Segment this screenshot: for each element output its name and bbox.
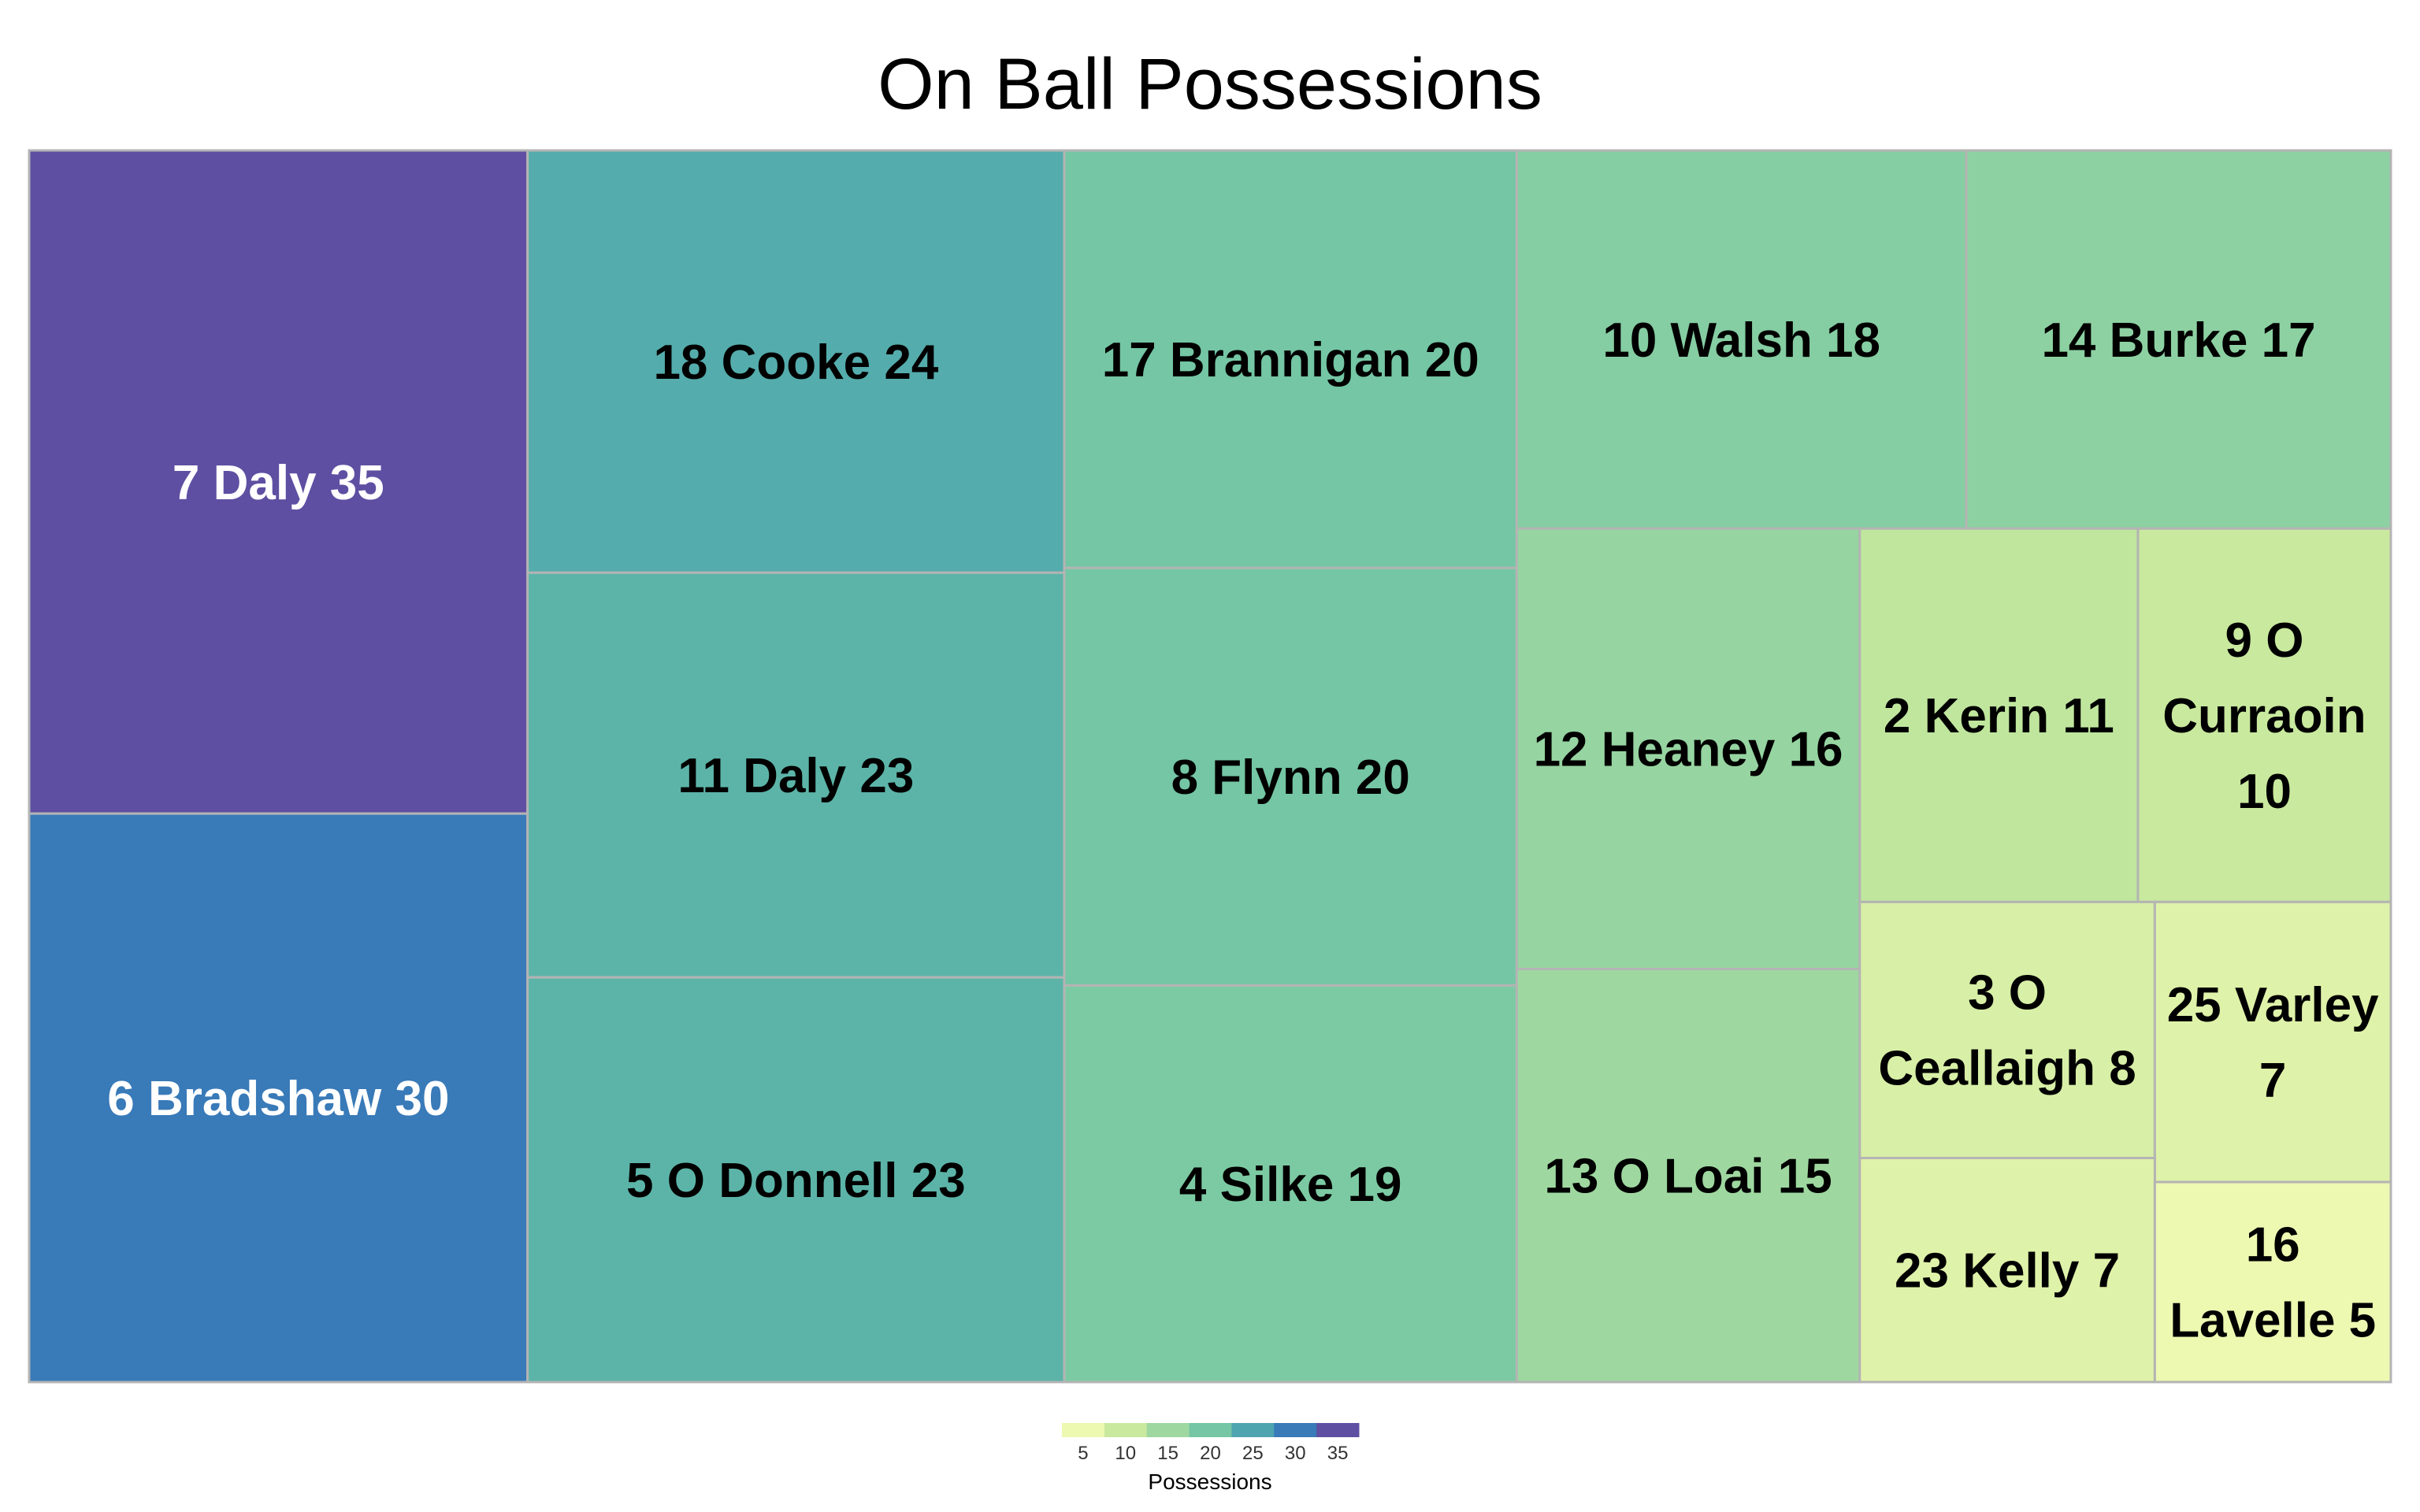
treemap-cell	[2153, 1180, 2392, 1384]
treemap-cell-label: 5 O Donnell 23	[626, 1154, 966, 1208]
treemap-cell-label: 4 Silke 19	[1179, 1158, 1402, 1212]
treemap-cell	[2153, 900, 2392, 1184]
treemap-cell-label: 11 Daly 23	[677, 749, 914, 803]
treemap-cell-label: 25 Varley 7	[2167, 978, 2379, 1108]
treemap-cell-label: 6 Bradshaw 30	[107, 1072, 449, 1126]
color-legend: Possessions 5 10 15 20 25 30 35	[1062, 1423, 1360, 1494]
treemap-cell	[28, 812, 529, 1384]
treemap-cell-label: 7 Daly 35	[173, 456, 384, 510]
treemap-cell-label: 18 Cooke 24	[653, 335, 938, 390]
legend-tick-label: 5	[1078, 1443, 1088, 1464]
treemap-cell	[28, 149, 529, 815]
legend-tick-label: 25	[1242, 1443, 1264, 1464]
treemap-cell	[526, 976, 1066, 1384]
treemap-cell	[526, 571, 1066, 979]
treemap-cell-label: 14 Burke 17	[2041, 313, 2315, 368]
legend-swatch	[1104, 1423, 1148, 1437]
treemap-cell	[1858, 527, 2140, 903]
treemap-cell	[2136, 527, 2392, 903]
legend-title: Possessions	[1148, 1469, 1271, 1494]
chart-title: On Ball Possessions	[878, 44, 1542, 124]
treemap-cell-label: 10 Walsh 18	[1602, 313, 1880, 368]
legend-swatch	[1189, 1423, 1232, 1437]
treemap-cell-label: 8 Flynn 20	[1171, 750, 1410, 805]
legend-swatch	[1146, 1423, 1190, 1437]
legend-tick-label: 15	[1157, 1443, 1178, 1464]
treemap-cell	[1515, 968, 1861, 1384]
treemap-cells: 7 Daly 35 6 Bradshaw 30 18 Cooke 24 11 Daly…	[28, 149, 2392, 1384]
legend-swatch	[1274, 1423, 1317, 1437]
treemap-cell-label: 9 O Curraoin 10	[2162, 613, 2366, 819]
treemap-cell-label: 12 Heaney 16	[1534, 723, 1843, 777]
treemap-cell	[1063, 984, 1518, 1384]
treemap-cell	[1063, 149, 1518, 569]
legend-tick-label: 35	[1327, 1443, 1349, 1464]
treemap-cell	[1965, 149, 2392, 530]
legend-swatch	[1062, 1423, 1105, 1437]
treemap-cell	[526, 149, 1066, 574]
treemap-cell-label: 2 Kerin 11	[1884, 689, 2114, 743]
legend-tick-label: 10	[1115, 1443, 1136, 1464]
treemap-cell-label: 16 Lavelle 5	[2169, 1218, 2376, 1348]
legend-swatch	[1231, 1423, 1275, 1437]
treemap-cell	[1858, 900, 2156, 1159]
treemap-cell-label: 3 O Ceallaigh 8	[1878, 966, 2136, 1096]
treemap-cell	[1063, 566, 1518, 987]
treemap-cell-label: 23 Kelly 7	[1895, 1243, 2120, 1298]
legend-swatch	[1316, 1423, 1360, 1437]
treemap-cell	[1858, 1156, 2156, 1384]
treemap-cell-label: 17 Brannigan 20	[1102, 333, 1479, 387]
legend-tick-label: 20	[1200, 1443, 1221, 1464]
legend-tick-label: 30	[1285, 1443, 1306, 1464]
treemap-cell-label: 13 O Loai 15	[1544, 1149, 1832, 1203]
